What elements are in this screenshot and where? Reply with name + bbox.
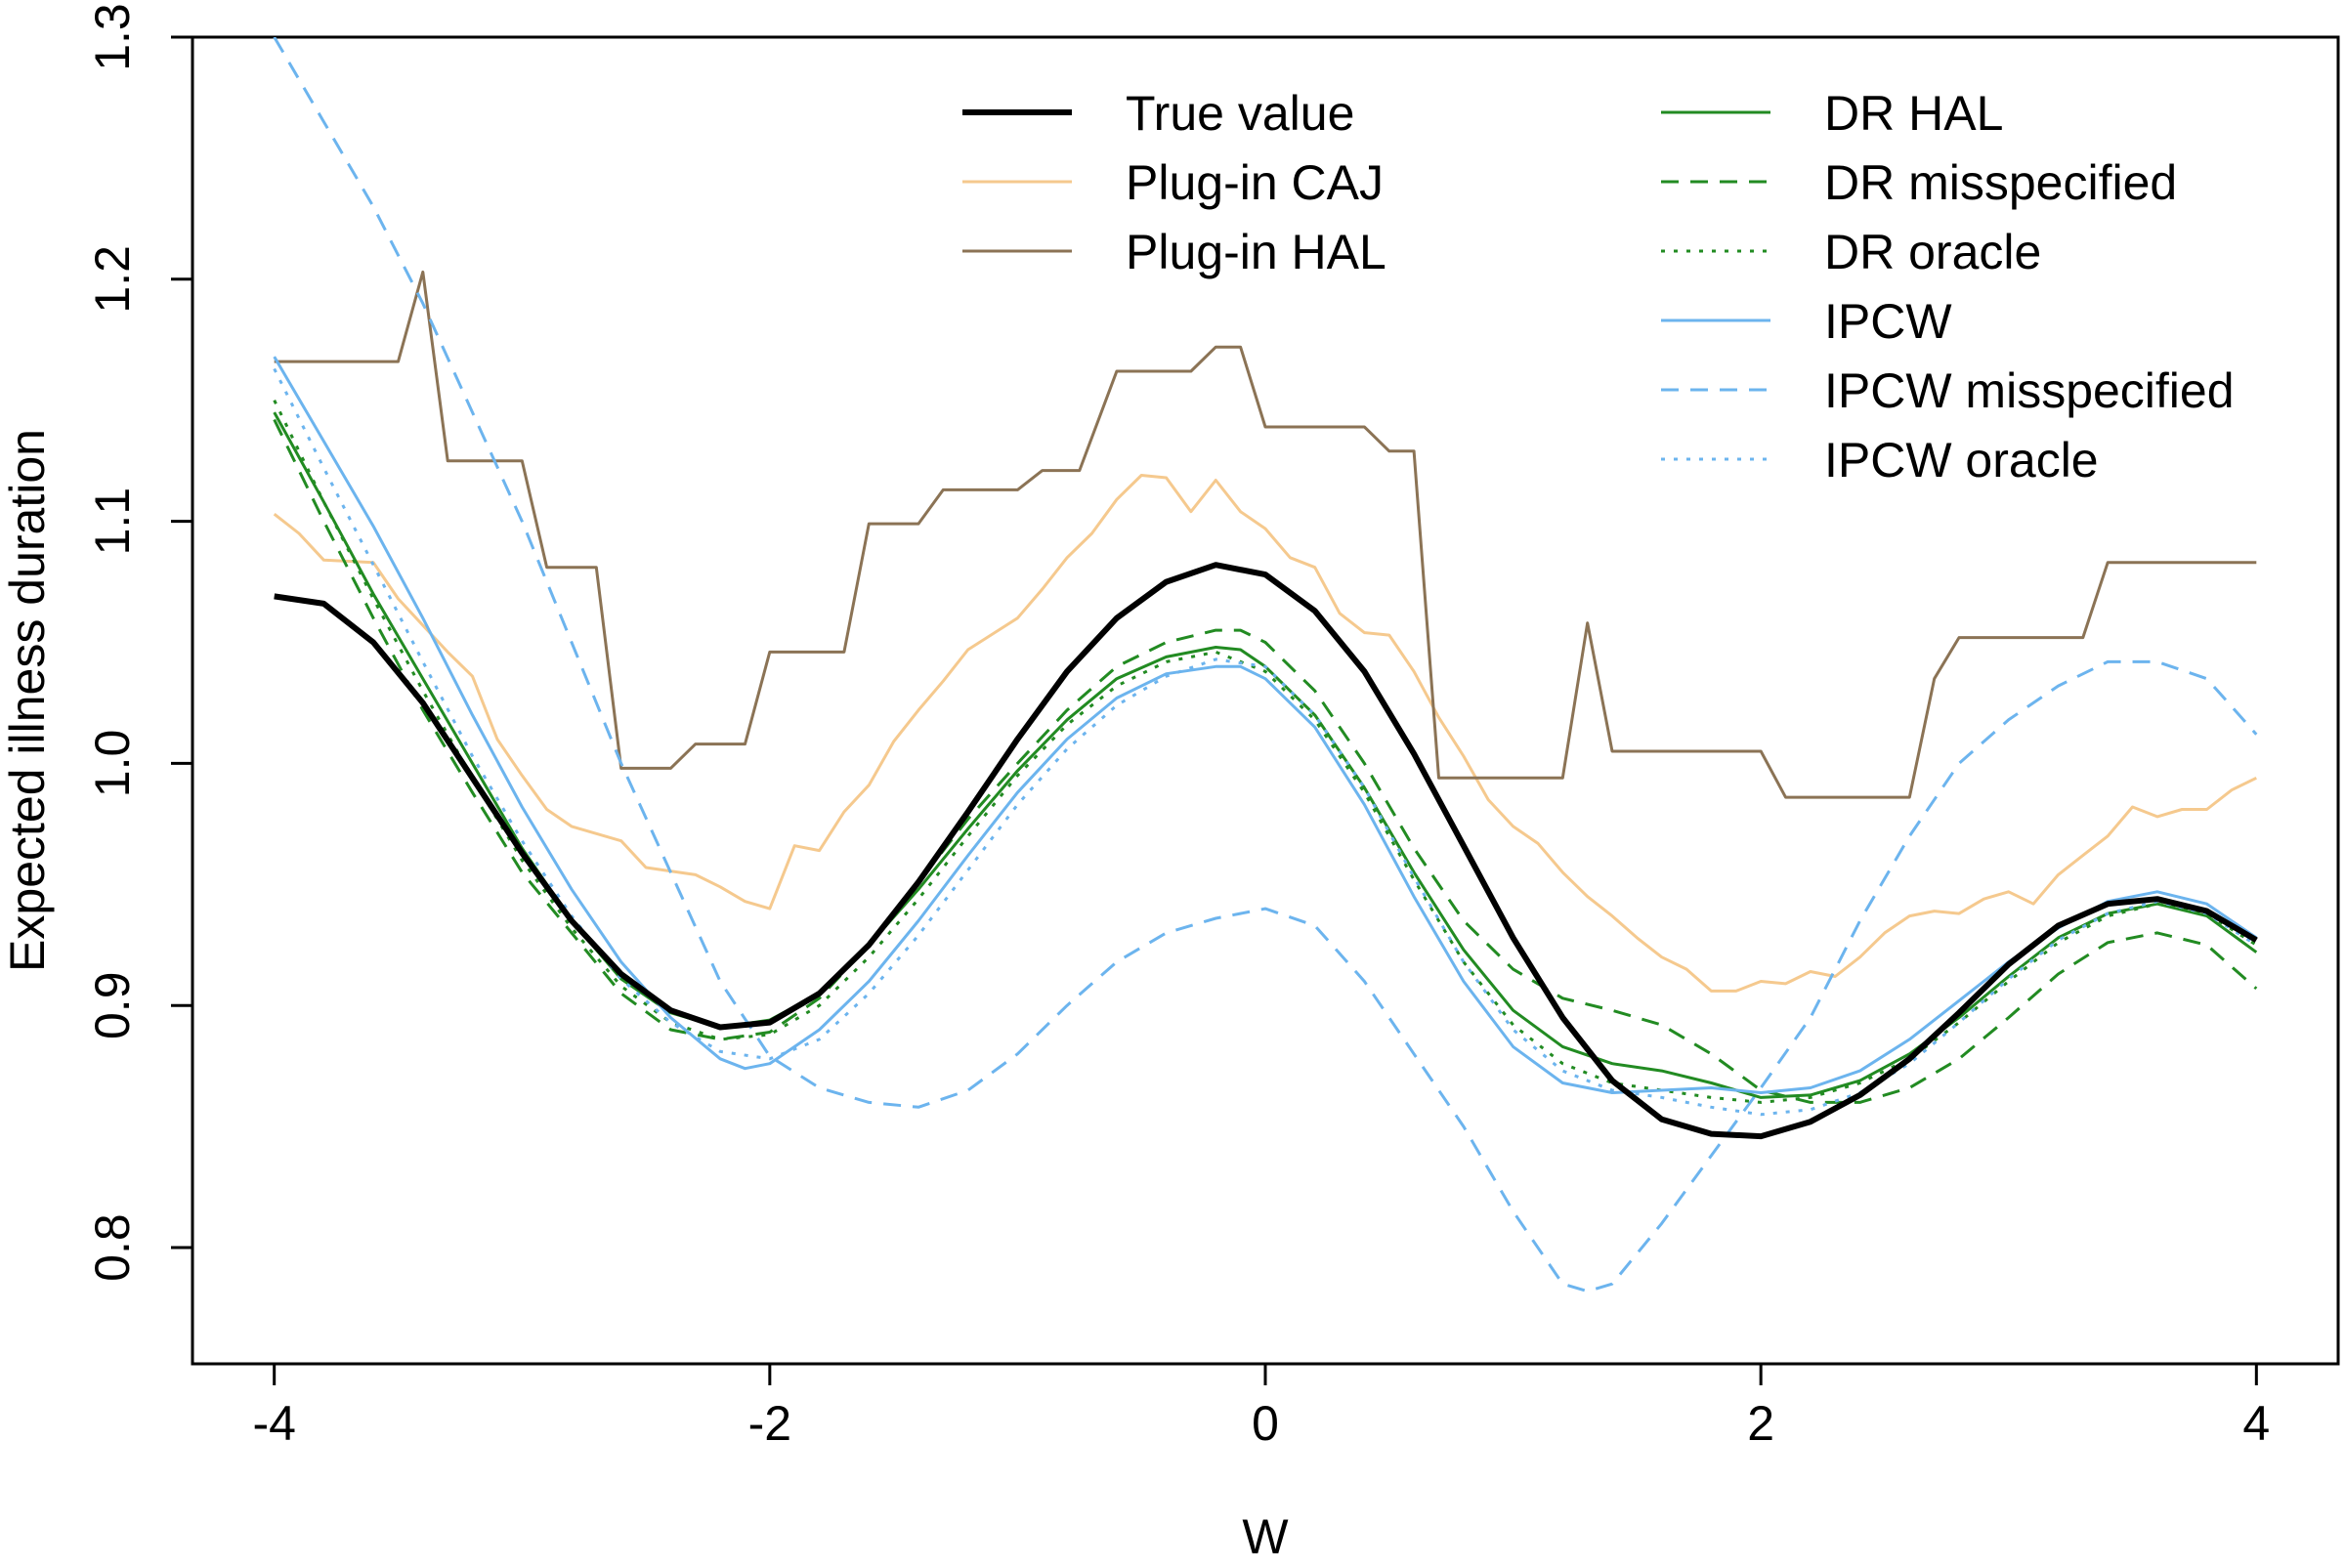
y-axis-label: Expected illness duration: [0, 429, 55, 972]
legend: True value Plug-in CAJ Plug-in HAL DR HAL DR…: [962, 86, 2235, 487]
series-line-dr-oracle: [273, 400, 2258, 1104]
x-axis-label: W: [1242, 1509, 1289, 1563]
series-layer: [273, 37, 2258, 1293]
legend-label: Plug-in HAL: [1126, 225, 1386, 279]
legend-label: DR misspecified: [1824, 155, 2177, 210]
series-line-ipcw: [273, 356, 2258, 1094]
series-line-true-value: [274, 562, 2258, 1140]
legend-label: IPCW: [1824, 294, 1952, 349]
y-tick-label: 0.9: [85, 971, 140, 1039]
legend-label: Plug-in CAJ: [1126, 155, 1384, 210]
series-line-ipcw-misspecified: [273, 37, 2258, 1293]
legend-label: DR HAL: [1824, 86, 2003, 141]
legend-label: IPCW oracle: [1824, 433, 2099, 487]
x-tick-label: -2: [748, 1396, 791, 1451]
series-line-dr-misspecified: [273, 418, 2258, 1104]
legend-label: DR oracle: [1824, 225, 2041, 279]
series-line-dr-hal: [273, 411, 2258, 1099]
axes: -4 -2 0 2 4 0.8 0.9 1.0 1.1 1.2 1.3: [85, 3, 2270, 1451]
x-tick-label: -4: [252, 1396, 295, 1451]
y-tick-label: 1.2: [85, 245, 140, 314]
series-line-plug-in-hal: [274, 270, 2257, 799]
y-tick-label: 1.0: [85, 730, 140, 798]
x-tick-label: 4: [2242, 1396, 2270, 1451]
y-tick-label: 1.3: [85, 3, 140, 71]
y-tick-label: 0.8: [85, 1213, 140, 1282]
legend-label: True value: [1126, 86, 1354, 141]
x-tick-label: 0: [1252, 1396, 1279, 1451]
series-line-plug-in-caj: [273, 474, 2257, 993]
x-tick-label: 2: [1747, 1396, 1774, 1451]
y-tick-label: 1.1: [85, 487, 140, 556]
legend-label: IPCW misspecified: [1824, 363, 2235, 418]
